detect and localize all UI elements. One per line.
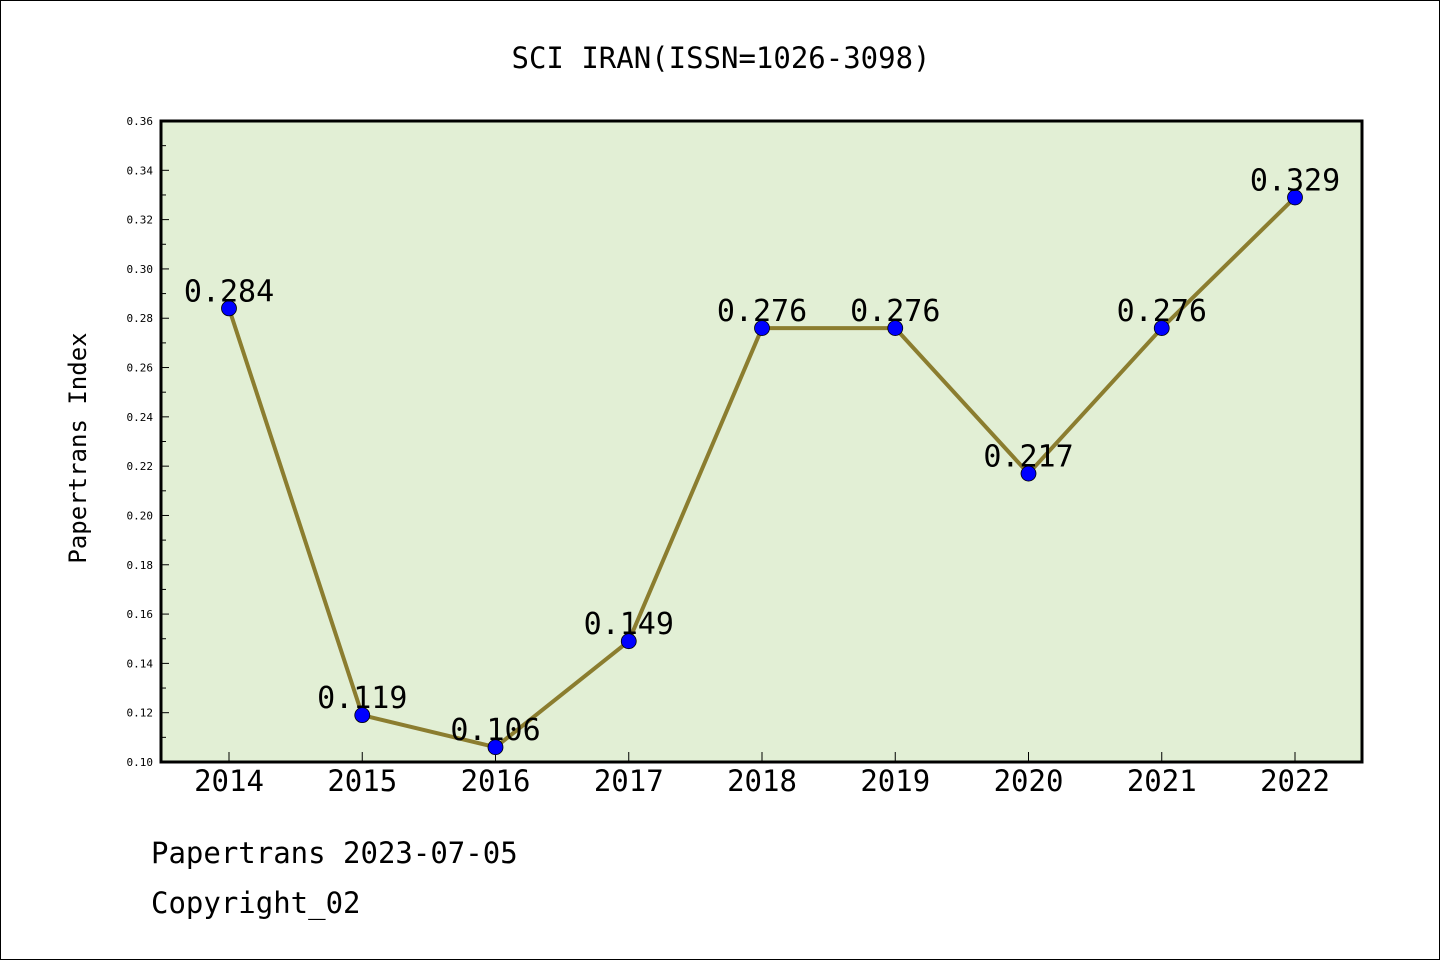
data-label: 0.276 bbox=[1117, 294, 1207, 329]
data-point bbox=[221, 300, 237, 317]
data-point bbox=[1153, 320, 1170, 336]
y-axis: 0.10 0.12 0.14 0.16 0.18 0.20 0.22 0.24 0.26 0.28… bbox=[127, 115, 169, 769]
y-tick-label: 0.20 bbox=[127, 509, 154, 522]
data-label: 0.149 bbox=[584, 607, 674, 642]
plot-area bbox=[159, 119, 1364, 764]
data-point bbox=[354, 707, 371, 724]
y-tick-label: 0.32 bbox=[127, 214, 154, 227]
x-tick-label: 2015 bbox=[327, 764, 397, 798]
series-layer: 0.284 0.119 0.106 0.149 0.276 0.276 0.217 0.276… bbox=[184, 163, 1340, 756]
y-tick-label: 0.12 bbox=[127, 707, 154, 720]
data-point bbox=[487, 739, 504, 756]
x-tick-label: 2018 bbox=[727, 764, 797, 798]
x-tick-label: 2016 bbox=[461, 764, 531, 798]
y-tick-label: 0.18 bbox=[127, 559, 154, 572]
data-point bbox=[1020, 465, 1037, 482]
x-tick-label: 2022 bbox=[1260, 764, 1330, 798]
x-tick-label: 2019 bbox=[860, 764, 930, 798]
data-label: 0.329 bbox=[1250, 163, 1340, 198]
x-axis: 2014 2015 2016 2017 2018 2019 2020 2021 2022 bbox=[194, 752, 1330, 798]
data-label: 0.217 bbox=[983, 440, 1073, 475]
data-label: 0.284 bbox=[184, 274, 274, 309]
data-label: 0.119 bbox=[317, 681, 407, 716]
data-point bbox=[887, 320, 904, 336]
y-tick-label: 0.14 bbox=[127, 657, 154, 670]
data-point bbox=[620, 633, 637, 650]
x-tick-label: 2017 bbox=[594, 764, 664, 798]
footer-copyright: Copyright_02 bbox=[151, 886, 361, 920]
x-tick-label: 2020 bbox=[994, 764, 1064, 798]
data-point bbox=[754, 320, 770, 336]
x-tick-label: 2021 bbox=[1127, 764, 1197, 798]
x-tick-label: 2014 bbox=[194, 764, 264, 798]
y-tick-label: 0.30 bbox=[127, 263, 154, 276]
y-axis-label: Papertrans Index bbox=[64, 332, 92, 563]
data-label: 0.276 bbox=[717, 294, 807, 329]
y-tick-label: 0.36 bbox=[127, 115, 154, 128]
y-tick-label: 0.16 bbox=[127, 608, 154, 621]
y-tick-label: 0.34 bbox=[127, 164, 154, 177]
footer-source: Papertrans 2023-07-05 bbox=[151, 836, 518, 870]
y-tick-label: 0.26 bbox=[127, 362, 154, 375]
y-tick-label: 0.22 bbox=[127, 460, 154, 473]
chart-title: SCI IRAN(ISSN=1026-3098) bbox=[511, 41, 930, 75]
data-point bbox=[1287, 189, 1303, 206]
data-label: 0.276 bbox=[850, 294, 940, 329]
y-tick-label: 0.10 bbox=[127, 756, 154, 769]
y-tick-label: 0.24 bbox=[127, 411, 154, 424]
y-tick-label: 0.28 bbox=[127, 312, 154, 325]
data-label: 0.106 bbox=[450, 713, 540, 748]
